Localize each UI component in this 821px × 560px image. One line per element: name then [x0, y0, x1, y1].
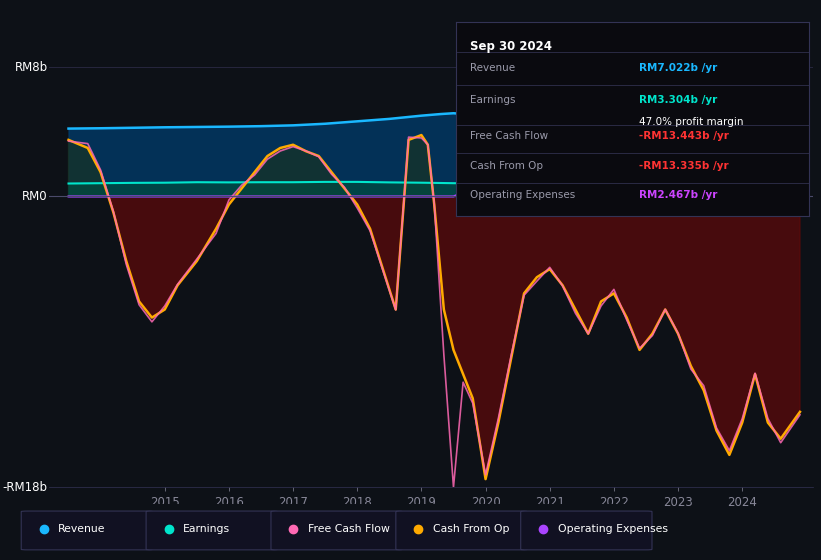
Text: Cash From Op: Cash From Op	[470, 161, 543, 171]
Text: Revenue: Revenue	[58, 524, 106, 534]
Text: Cash From Op: Cash From Op	[433, 524, 510, 534]
FancyBboxPatch shape	[271, 511, 402, 550]
FancyBboxPatch shape	[396, 511, 527, 550]
Text: Revenue: Revenue	[470, 63, 515, 73]
Text: Earnings: Earnings	[183, 524, 231, 534]
Text: RM8b: RM8b	[15, 60, 48, 74]
Text: Free Cash Flow: Free Cash Flow	[308, 524, 390, 534]
FancyBboxPatch shape	[21, 511, 153, 550]
Text: Free Cash Flow: Free Cash Flow	[470, 130, 548, 141]
Text: Operating Expenses: Operating Expenses	[557, 524, 667, 534]
FancyBboxPatch shape	[146, 511, 277, 550]
Text: -RM13.335b /yr: -RM13.335b /yr	[640, 161, 729, 171]
FancyBboxPatch shape	[521, 511, 652, 550]
Text: Operating Expenses: Operating Expenses	[470, 190, 575, 200]
Text: -RM13.443b /yr: -RM13.443b /yr	[640, 130, 729, 141]
Text: Sep 30 2024: Sep 30 2024	[470, 40, 552, 53]
Text: -RM18b: -RM18b	[2, 480, 48, 494]
Text: Earnings: Earnings	[470, 95, 516, 105]
Text: 47.0% profit margin: 47.0% profit margin	[640, 117, 744, 127]
Text: RM3.304b /yr: RM3.304b /yr	[640, 95, 718, 105]
Text: RM2.467b /yr: RM2.467b /yr	[640, 190, 718, 200]
Text: RM7.022b /yr: RM7.022b /yr	[640, 63, 718, 73]
Text: RM0: RM0	[22, 190, 48, 203]
